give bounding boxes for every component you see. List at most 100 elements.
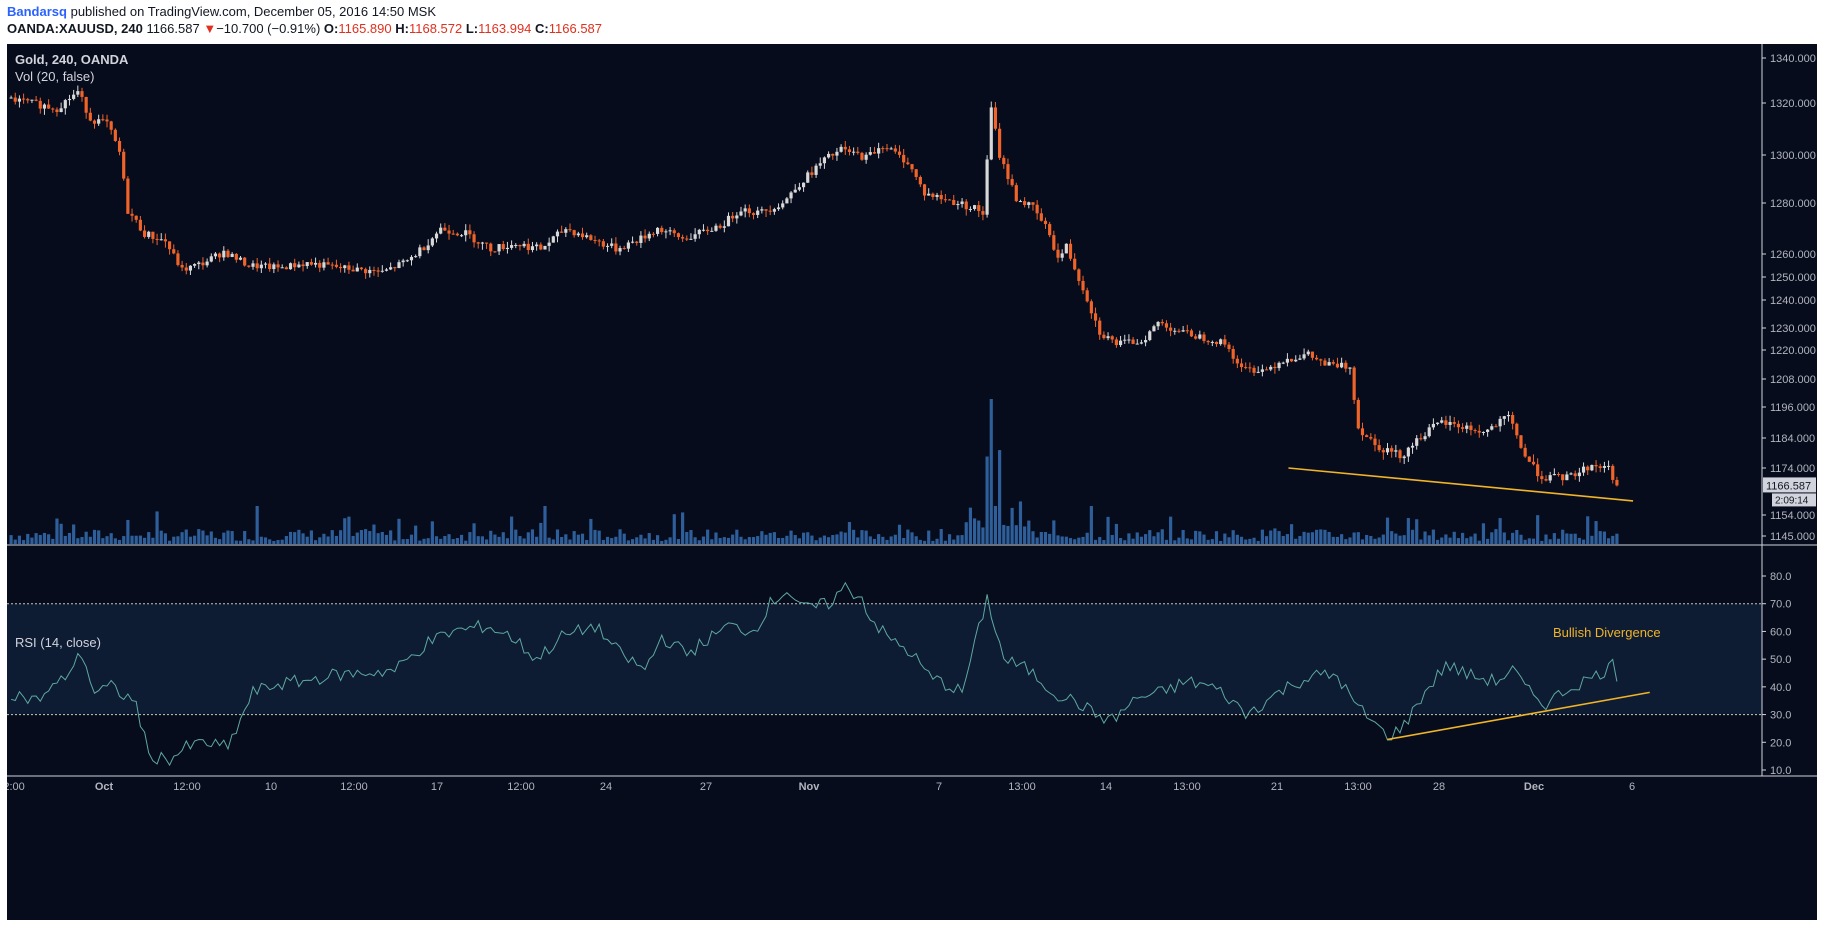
volume-bar — [943, 540, 947, 544]
candle-body — [359, 267, 364, 270]
volume-bar — [1093, 539, 1098, 544]
candle-body — [1023, 201, 1027, 205]
volume-bar — [1394, 533, 1398, 544]
candle-body — [1181, 330, 1185, 332]
candle-body — [1098, 320, 1102, 335]
candle-body — [326, 262, 330, 265]
main-series-legend[interactable]: Gold, 240, OANDA — [15, 52, 129, 67]
candle-body — [1410, 445, 1415, 448]
volume-bar — [1335, 536, 1340, 544]
candle-body — [1152, 326, 1156, 332]
candle-body — [985, 159, 989, 215]
volume-bar — [1269, 530, 1273, 544]
rsi-legend[interactable]: RSI (14, close) — [15, 635, 101, 650]
candle-body — [51, 108, 55, 110]
volume-bar — [26, 533, 30, 544]
candle-body — [922, 184, 927, 196]
candle-body — [731, 215, 735, 219]
candle-body — [1323, 360, 1327, 366]
time-axis-label: 13:00 — [1344, 781, 1372, 793]
volume-bar — [639, 534, 643, 544]
candle-body — [1223, 339, 1227, 345]
candle-body — [1123, 339, 1127, 341]
candle-body — [272, 264, 276, 270]
volume-bar — [222, 532, 226, 544]
candle-body — [560, 231, 564, 233]
volume-bar — [947, 534, 952, 544]
candle-body — [1052, 235, 1056, 250]
volume-bar — [847, 522, 852, 544]
candle-body — [535, 244, 539, 247]
candle-body — [614, 243, 618, 252]
candle-body — [568, 229, 572, 231]
candle-body — [605, 245, 610, 247]
volume-bar — [188, 536, 193, 544]
volume-bar — [672, 514, 676, 544]
volume-bar — [827, 537, 831, 544]
candle-body — [1302, 354, 1306, 359]
candle-body — [706, 229, 710, 232]
chart-area[interactable]: Bullish Divergence 1340.000 1320.000 1300.0… — [7, 44, 1817, 920]
volume-bar — [142, 537, 147, 544]
volume-bar — [213, 537, 218, 544]
candle-body — [647, 233, 651, 239]
candle-body — [1511, 414, 1515, 424]
candle-body — [59, 108, 63, 113]
candle-body — [952, 199, 956, 205]
candle-body — [543, 245, 547, 250]
candle-body — [1035, 204, 1039, 214]
candle-body — [464, 230, 468, 236]
candle-body — [572, 230, 576, 236]
candle-body — [117, 140, 122, 152]
chart-canvas[interactable]: Bullish Divergence 1340.000 1320.000 1300.0… — [7, 44, 1817, 920]
volume-bar — [1415, 519, 1419, 544]
candle-body — [1214, 341, 1219, 345]
rsi-axis-label: 60.0 — [1770, 626, 1791, 638]
volume-bar — [718, 538, 722, 544]
volume-bar — [47, 534, 51, 544]
candle-body — [993, 107, 998, 129]
volume-bar — [1344, 539, 1348, 544]
candle-body — [927, 193, 931, 196]
candle-body — [1093, 313, 1098, 321]
candle-body — [1194, 336, 1198, 339]
candle-body — [1435, 422, 1440, 424]
volume-bar — [1173, 540, 1177, 544]
candle-body — [710, 230, 714, 232]
volume-bar — [1594, 521, 1598, 544]
candle-body — [939, 194, 943, 200]
volume-bar — [1498, 518, 1502, 544]
candle-body — [697, 229, 701, 235]
candle-body — [1552, 474, 1556, 476]
volume-bar — [1494, 529, 1498, 544]
volume-bar — [447, 534, 451, 544]
author-link[interactable]: Bandarsq — [7, 4, 67, 19]
volume-legend[interactable]: Vol (20, false) — [15, 69, 95, 84]
volume-bar — [1586, 516, 1590, 544]
candle-body — [1494, 426, 1498, 428]
candle-body — [1519, 435, 1523, 448]
candle-body — [1173, 330, 1177, 332]
publication-header: Bandarsq published on TradingView.com, D… — [0, 0, 1824, 44]
volume-bar — [1123, 540, 1127, 544]
volume-bar — [313, 540, 318, 544]
candle-body — [113, 129, 117, 141]
candle-body — [1344, 362, 1348, 369]
price-trendline — [1288, 467, 1634, 502]
volume-bar — [293, 532, 297, 544]
volume-bar — [785, 535, 789, 544]
candle-body — [760, 209, 764, 211]
volume-bar — [343, 518, 347, 544]
volume-bar — [1423, 531, 1427, 544]
candle-body — [972, 205, 977, 209]
candle-body — [476, 242, 480, 244]
volume-bar — [555, 529, 560, 544]
candle-body — [1264, 369, 1269, 371]
candle-body — [205, 261, 209, 266]
volume-bar — [872, 538, 877, 544]
price-axis-label: 1340.000 — [1770, 53, 1816, 65]
volume-bar — [109, 533, 113, 544]
volume-bar — [1573, 533, 1577, 544]
volume-bar — [1210, 539, 1214, 544]
candle-body — [1077, 269, 1081, 281]
